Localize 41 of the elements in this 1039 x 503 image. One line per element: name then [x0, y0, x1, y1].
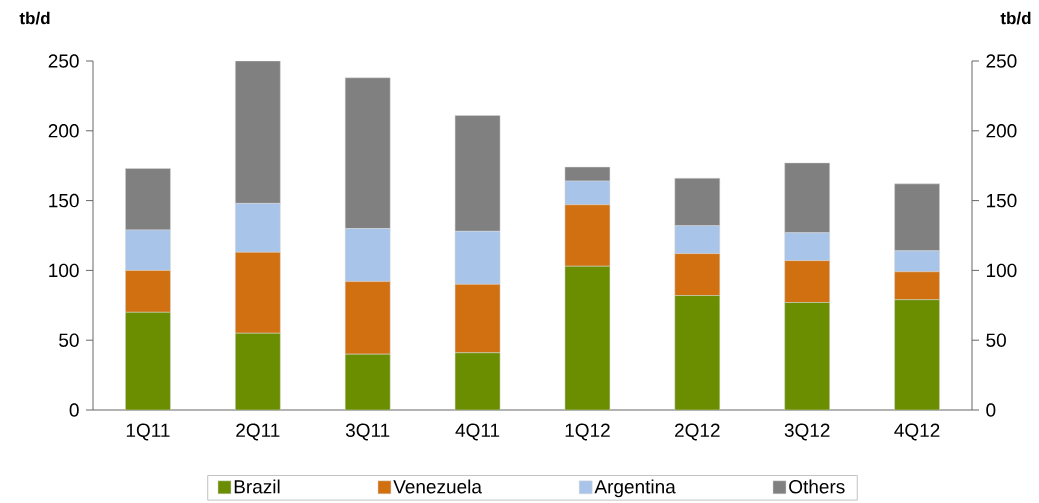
y2-tick-label: 0	[986, 403, 996, 417]
y-tick-label: 50	[59, 333, 79, 347]
x-tick-label: 3Q11	[345, 423, 390, 441]
bar	[894, 299, 940, 410]
x-tick-label: 1Q12	[565, 423, 610, 441]
legend-label: Venezuela	[393, 479, 482, 494]
y-tick-label: 100	[49, 263, 79, 278]
bar	[235, 61, 281, 204]
bar	[454, 115, 501, 232]
bar	[674, 178, 721, 226]
x-tick-label: 2Q11	[236, 423, 280, 441]
y-tick-label: 200	[48, 124, 79, 138]
bar	[125, 312, 171, 410]
bar	[784, 162, 830, 233]
bar	[454, 352, 501, 410]
bar	[344, 77, 391, 229]
y2-tick-label: 150	[986, 193, 1017, 208]
bar	[235, 332, 281, 410]
y2-tick-label: 100	[986, 263, 1017, 278]
y-axis-title: tb/d	[19, 11, 50, 25]
bar	[344, 353, 391, 410]
legend-label: Others	[789, 479, 845, 494]
y-tick-label: 0	[69, 403, 79, 417]
y2-axis-title: tb/d	[1000, 11, 1031, 25]
x-tick-label: 1Q11	[126, 423, 170, 441]
y2-tick-label: 250	[986, 54, 1017, 68]
y2-tick-label: 200	[986, 124, 1017, 138]
legend-label: Argentina	[594, 479, 676, 498]
x-tick-label: 3Q12	[784, 423, 830, 441]
bar	[784, 302, 830, 410]
x-tick-label: 2Q12	[675, 423, 720, 441]
y-tick-label: 250	[48, 54, 79, 68]
legend-label: Brazil	[234, 479, 280, 494]
y-tick-label: 150	[49, 193, 79, 208]
x-tick-label: 4Q11	[455, 423, 500, 441]
bar	[564, 265, 611, 410]
bar	[125, 168, 171, 231]
y2-tick-label: 50	[986, 333, 1006, 347]
x-tick-label: 4Q12	[894, 423, 940, 441]
bar	[674, 295, 721, 410]
bar	[894, 183, 940, 252]
